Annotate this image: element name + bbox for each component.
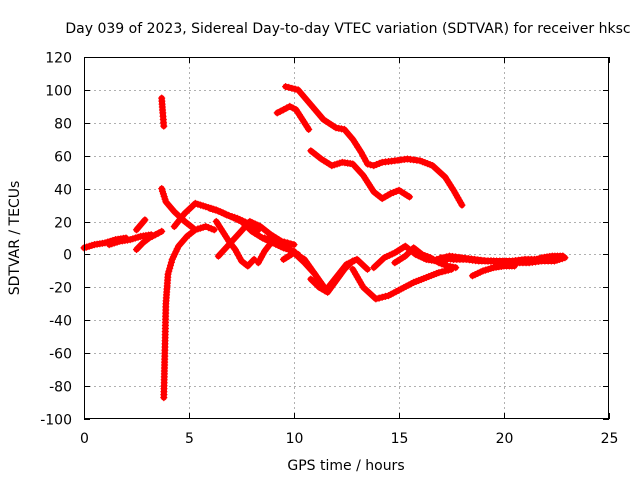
y-tick: 80: [54, 117, 609, 133]
series-arc-2: [105, 231, 155, 249]
y-tick: -80: [49, 380, 609, 396]
y-tick-label: 80: [54, 117, 72, 133]
series-markers: [158, 94, 168, 130]
x-tick-label: 25: [601, 431, 619, 447]
y-tick-label: -20: [49, 281, 72, 297]
series-arc-16: [349, 265, 456, 303]
series-markers: [349, 265, 456, 303]
x-tick: 20: [496, 57, 514, 447]
series-markers: [132, 227, 166, 254]
y-tick: 0: [63, 248, 609, 264]
x-tick-label: 20: [496, 431, 514, 447]
y-tick: 100: [45, 84, 609, 100]
series-arc-15: [307, 257, 357, 296]
y-tick: 120: [45, 51, 609, 67]
series-arc-20: [282, 83, 466, 209]
series-arc-21: [307, 147, 414, 203]
x-axis-label: GPS time / hours: [287, 458, 404, 474]
series-markers: [307, 147, 414, 203]
series-arc-19: [273, 102, 313, 133]
y-tick-label: -40: [49, 314, 72, 330]
series-markers: [307, 257, 357, 296]
y-tick: 40: [54, 183, 609, 199]
axis-ticks: 0 5 10 15 20 25 -100 -80 -60 -40 -20 0 20 40 60 80 100 12…: [40, 51, 618, 448]
series-arc-5: [158, 94, 168, 130]
series-arc-25: [527, 252, 567, 265]
series-markers: [132, 216, 149, 234]
y-tick-label: -80: [49, 380, 72, 396]
y-tick-label: 60: [54, 150, 72, 166]
x-tick-label: 5: [185, 431, 194, 447]
series-arc-4: [132, 216, 149, 234]
series-band: [307, 258, 356, 296]
y-tick: 20: [54, 216, 609, 232]
series-markers: [468, 262, 519, 280]
data-series: [80, 83, 569, 402]
y-tick-label: 100: [45, 84, 72, 100]
y-tick-label: -100: [40, 413, 72, 429]
y-tick-label: 40: [54, 183, 72, 199]
y-tick-label: 120: [45, 51, 72, 67]
series-markers: [105, 231, 155, 249]
y-tick-label: -60: [49, 347, 72, 363]
y-tick: -100: [40, 413, 609, 429]
y-tick: -20: [49, 281, 609, 297]
x-tick: 15: [391, 57, 409, 447]
y-tick-label: 20: [54, 216, 72, 232]
x-tick-label: 10: [286, 431, 304, 447]
plot-frame: [84, 57, 609, 419]
series-markers: [527, 252, 567, 265]
y-tick: -40: [49, 314, 609, 330]
chart-title: Day 039 of 2023, Sidereal Day-to-day VTE…: [65, 21, 630, 37]
x-tick: 25: [601, 57, 619, 447]
y-tick: 60: [54, 150, 609, 166]
y-tick-label: 0: [63, 248, 72, 264]
series-arc-7: [160, 222, 218, 402]
y-tick: -60: [49, 347, 609, 363]
x-tick: 5: [185, 57, 194, 447]
series-markers: [282, 83, 466, 209]
x-tick: 10: [286, 57, 304, 447]
series-arc-24: [468, 262, 519, 280]
y-axis-label: SDTVAR / TECUs: [7, 181, 23, 296]
series-markers: [273, 102, 313, 133]
x-tick-label: 0: [80, 431, 89, 447]
series-markers: [160, 222, 218, 402]
series-arc-3: [132, 227, 166, 254]
x-tick-label: 15: [391, 431, 409, 447]
